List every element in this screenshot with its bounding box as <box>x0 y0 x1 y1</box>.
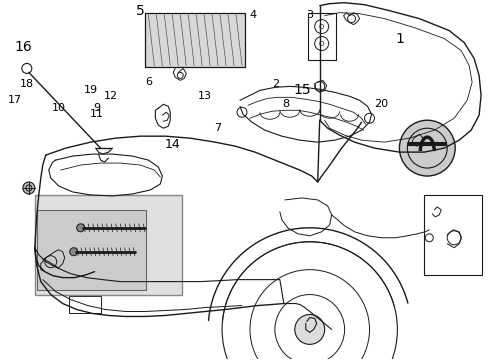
FancyBboxPatch shape <box>424 195 481 275</box>
Text: 2: 2 <box>272 79 279 89</box>
Text: 18: 18 <box>20 79 34 89</box>
Circle shape <box>399 120 454 176</box>
Text: 20: 20 <box>374 99 388 109</box>
FancyBboxPatch shape <box>37 210 146 289</box>
Text: 3: 3 <box>305 10 313 20</box>
Circle shape <box>77 224 84 232</box>
Circle shape <box>294 315 324 345</box>
FancyBboxPatch shape <box>145 13 244 67</box>
Text: 6: 6 <box>144 77 152 87</box>
Text: 14: 14 <box>164 138 180 150</box>
Circle shape <box>69 248 78 256</box>
Text: O: O <box>318 24 324 30</box>
Text: O: O <box>318 41 324 46</box>
Text: 1: 1 <box>394 32 403 46</box>
Text: 16: 16 <box>14 40 32 54</box>
Text: 9: 9 <box>93 103 100 113</box>
Circle shape <box>23 182 35 194</box>
Text: 4: 4 <box>249 10 256 20</box>
Text: 12: 12 <box>103 91 117 101</box>
Text: 11: 11 <box>89 109 103 119</box>
FancyBboxPatch shape <box>307 13 335 60</box>
Text: 7: 7 <box>214 123 221 133</box>
Text: 15: 15 <box>292 84 310 97</box>
Text: 10: 10 <box>52 103 65 113</box>
Text: 5: 5 <box>136 4 144 18</box>
Text: 19: 19 <box>83 85 98 95</box>
FancyBboxPatch shape <box>68 296 101 314</box>
FancyBboxPatch shape <box>35 195 182 294</box>
Text: 17: 17 <box>8 95 22 105</box>
Text: 13: 13 <box>198 91 212 101</box>
Text: 8: 8 <box>282 99 289 109</box>
